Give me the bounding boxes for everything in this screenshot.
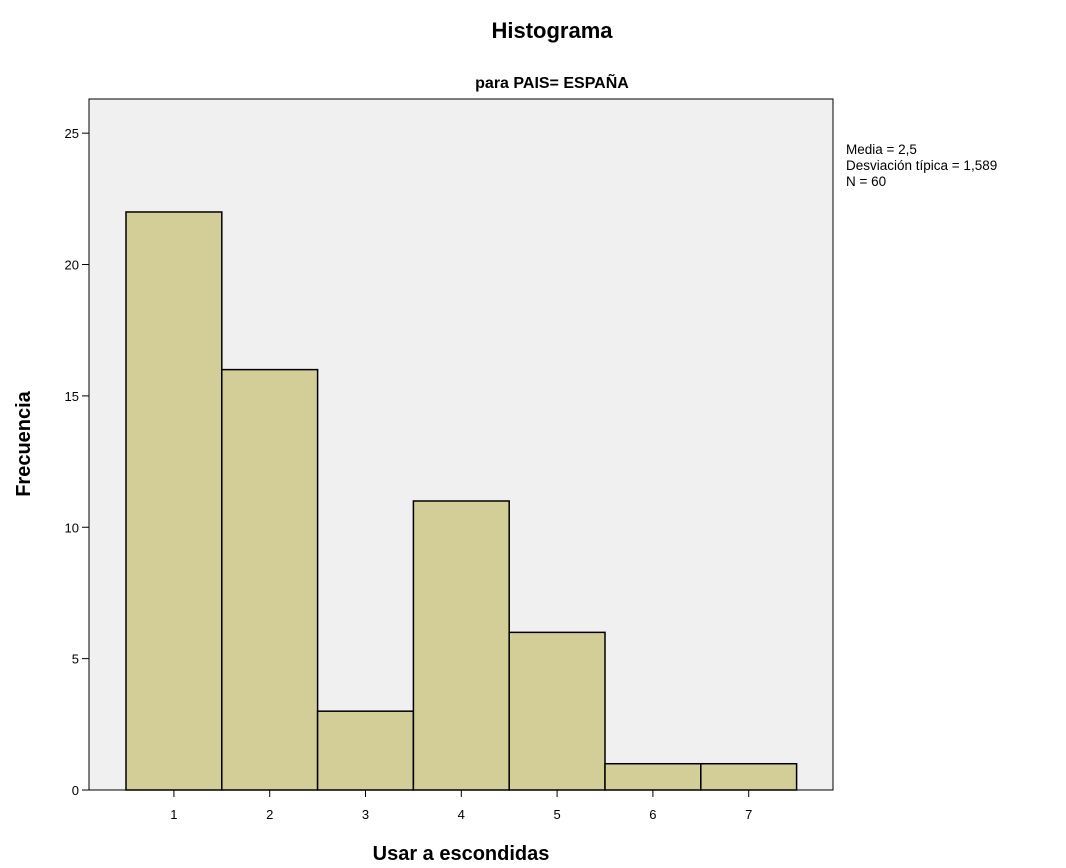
stats-box: Media = 2,5 Desviación típica = 1,589 N … [846,142,997,189]
stats-mean: Media = 2,5 [846,142,917,157]
chart-subtitle: para PAIS= ESPAÑA [475,72,629,92]
y-tick-label-5: 5 [72,652,79,667]
x-tick-label-4: 4 [458,807,465,822]
x-tick-label-2: 2 [266,807,273,822]
y-tick-label-20: 20 [65,258,79,273]
y-axis-label: Frecuencia [13,390,35,496]
stats-std: Desviación típica = 1,589 [846,158,997,173]
stats-n: N = 60 [846,174,886,189]
bar-3 [316,710,415,791]
y-axis: 0 5 10 15 20 25 [65,126,89,798]
bar-4 [412,500,510,791]
x-tick-label-6: 6 [649,807,656,822]
x-tick-label-5: 5 [553,807,560,822]
y-tick-label-0: 0 [72,783,79,798]
x-axis-label: Usar a escondidas [373,843,550,865]
chart-title: Histograma [491,18,613,43]
bar-7 [700,762,798,791]
bar-5 [508,631,606,791]
bar-2 [221,368,319,791]
x-tick-label-7: 7 [745,807,752,822]
x-axis: 1 2 3 4 5 6 7 [170,790,752,822]
x-tick-label-1: 1 [170,807,177,822]
bars-group [125,211,798,791]
bar-6 [604,762,702,791]
y-tick-label-25: 25 [65,126,79,141]
x-tick-label-3: 3 [362,807,369,822]
y-tick-label-10: 10 [65,520,79,535]
bar-1 [125,211,223,791]
y-tick-label-15: 15 [65,389,79,404]
